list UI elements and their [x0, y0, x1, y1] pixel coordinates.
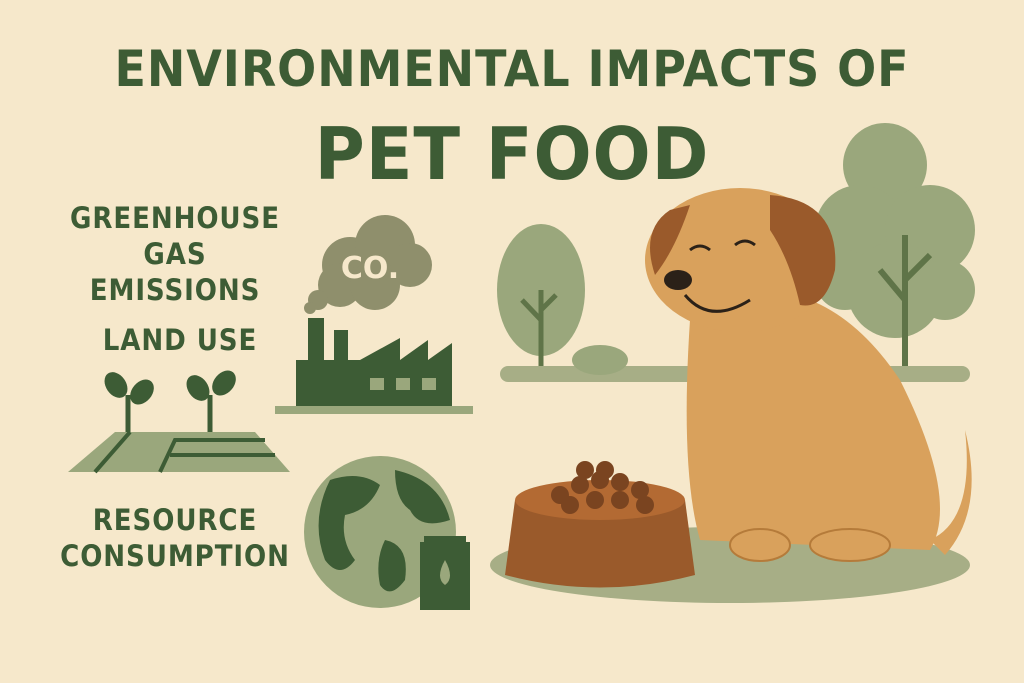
dog-illustration	[645, 188, 972, 562]
factory-icon	[275, 318, 473, 414]
title-line-2: PET FOOD	[314, 112, 710, 196]
sprout-field-icon	[68, 370, 290, 474]
land-use-label: LAND USE	[102, 323, 258, 357]
greenhouse-label-line2: GAS EMISSIONS	[89, 237, 261, 307]
globe-icon	[304, 456, 456, 608]
oil-can-icon	[420, 536, 470, 610]
food-bowl-icon	[505, 461, 695, 588]
greenhouse-label: GREENHOUSE GAS EMISSIONS	[54, 200, 297, 308]
resource-label-line2: CONSUMPTION	[60, 539, 290, 573]
smoke-cloud-icon	[304, 215, 432, 314]
resource-label: RESOURCE CONSUMPTION	[54, 502, 297, 574]
title-line-1: ENVIRONMENTAL IMPACTS OF	[114, 40, 910, 98]
tree-icon	[497, 123, 975, 382]
resource-label-line1: RESOURCE	[92, 503, 258, 537]
greenhouse-label-line1: GREENHOUSE	[70, 201, 280, 235]
co2-text: CO.	[341, 251, 399, 286]
